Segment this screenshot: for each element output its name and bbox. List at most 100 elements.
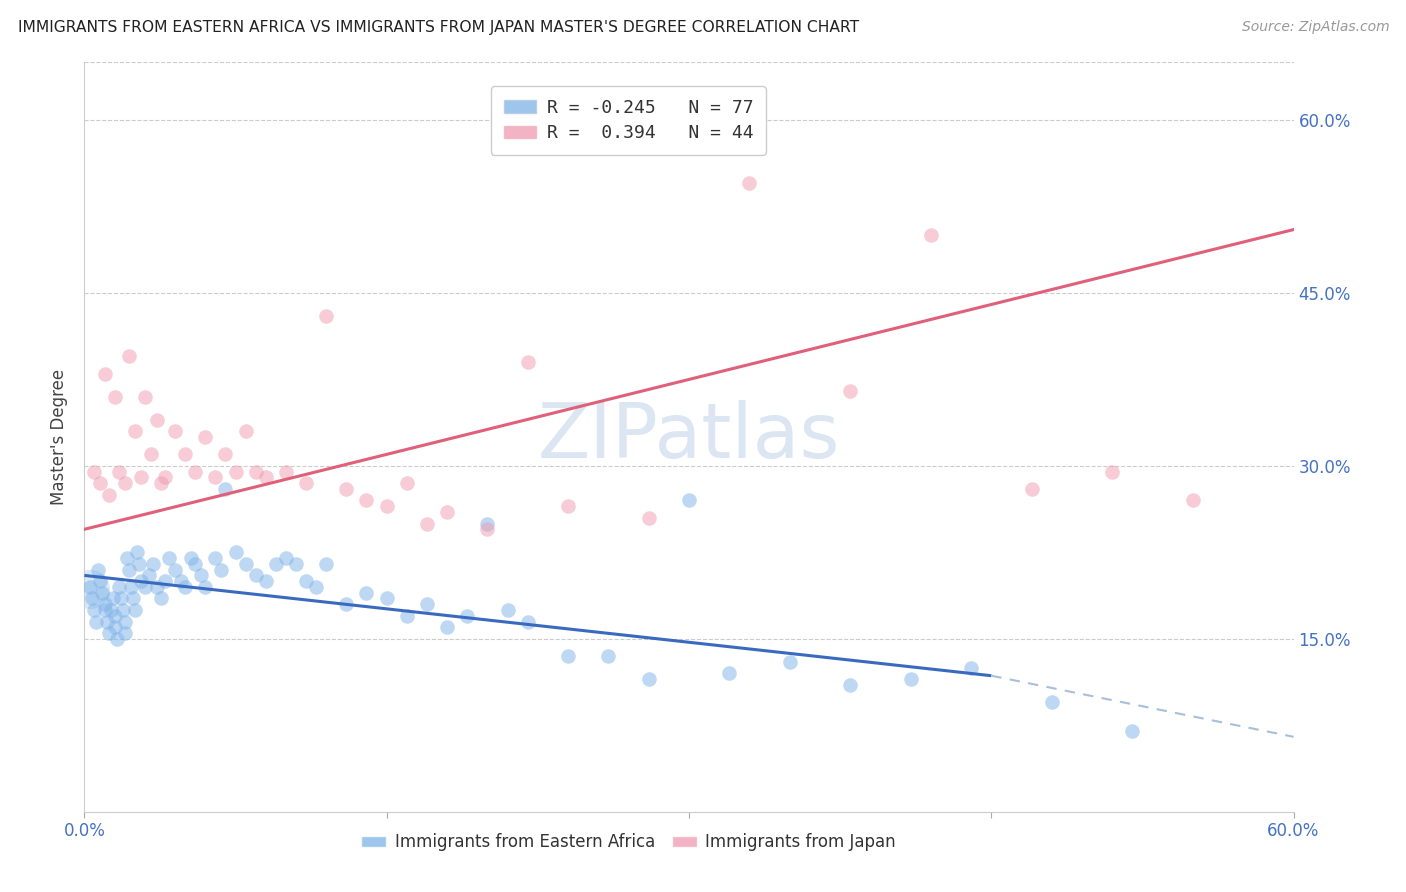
Point <box>82 591 104 606</box>
Point <box>110 591 132 606</box>
Point <box>86 615 108 629</box>
Point <box>194 580 217 594</box>
Point <box>637 672 659 686</box>
Point <box>245 568 267 582</box>
Point <box>124 603 146 617</box>
Point <box>165 425 187 439</box>
Point <box>225 465 247 479</box>
Point <box>184 557 207 571</box>
Point <box>375 591 398 606</box>
Point <box>96 615 118 629</box>
Point <box>285 557 308 571</box>
Point <box>209 563 232 577</box>
Point <box>1021 482 1043 496</box>
Point <box>395 608 418 623</box>
Point <box>118 350 141 364</box>
Point <box>214 482 236 496</box>
Point <box>395 476 418 491</box>
Point <box>100 603 122 617</box>
Point <box>295 574 318 589</box>
Point <box>114 476 136 491</box>
Point <box>335 482 357 496</box>
Point <box>456 608 478 623</box>
Point <box>111 603 134 617</box>
Point <box>496 603 519 617</box>
Point <box>93 367 115 381</box>
Point <box>124 425 146 439</box>
Point <box>779 655 801 669</box>
Point <box>920 228 942 243</box>
Point <box>738 177 761 191</box>
Point <box>254 470 277 484</box>
Point <box>225 545 247 559</box>
Point <box>104 390 127 404</box>
Point <box>153 574 176 589</box>
Point <box>295 476 318 491</box>
Point <box>93 597 115 611</box>
Point <box>204 551 226 566</box>
Point <box>557 649 579 664</box>
Point <box>1121 724 1143 739</box>
Point <box>165 563 187 577</box>
Point <box>1101 465 1123 479</box>
Point <box>146 413 169 427</box>
Point <box>315 309 337 323</box>
Point <box>900 672 922 686</box>
Point <box>315 557 337 571</box>
Point <box>120 580 142 594</box>
Point <box>107 580 129 594</box>
Point <box>335 597 357 611</box>
Point <box>305 580 328 594</box>
Point <box>184 465 207 479</box>
Point <box>356 493 378 508</box>
Point <box>101 591 124 606</box>
Point <box>436 505 458 519</box>
Point <box>79 582 101 597</box>
Point <box>142 557 165 571</box>
Point <box>204 470 226 484</box>
Point <box>274 465 297 479</box>
Point <box>128 557 150 571</box>
Point <box>93 603 115 617</box>
Point <box>180 551 202 566</box>
Text: ZIPatlas: ZIPatlas <box>537 401 841 474</box>
Point <box>83 465 105 479</box>
Point <box>118 563 141 577</box>
Point <box>678 493 700 508</box>
Text: Source: ZipAtlas.com: Source: ZipAtlas.com <box>1241 20 1389 34</box>
Point <box>83 603 105 617</box>
Point <box>104 608 127 623</box>
Point <box>274 551 297 566</box>
Point <box>134 580 156 594</box>
Point <box>1040 695 1063 709</box>
Point <box>146 580 169 594</box>
Point <box>477 516 499 531</box>
Point <box>105 632 128 646</box>
Point <box>174 580 197 594</box>
Point <box>114 626 136 640</box>
Point <box>516 615 538 629</box>
Point <box>254 574 277 589</box>
Point <box>104 620 127 634</box>
Point <box>416 597 439 611</box>
Point <box>134 390 156 404</box>
Point <box>598 649 620 664</box>
Point <box>149 476 172 491</box>
Point <box>107 465 129 479</box>
Y-axis label: Master's Degree: Master's Degree <box>51 369 69 505</box>
Point <box>149 591 172 606</box>
Point <box>718 666 741 681</box>
Point <box>356 585 378 599</box>
Point <box>121 591 143 606</box>
Point <box>79 580 101 594</box>
Point <box>1181 493 1204 508</box>
Point <box>129 470 152 484</box>
Point <box>477 522 499 536</box>
Point <box>87 563 110 577</box>
Text: IMMIGRANTS FROM EASTERN AFRICA VS IMMIGRANTS FROM JAPAN MASTER'S DEGREE CORRELAT: IMMIGRANTS FROM EASTERN AFRICA VS IMMIGR… <box>18 20 859 35</box>
Point <box>97 488 120 502</box>
Point <box>637 510 659 524</box>
Point <box>516 355 538 369</box>
Point <box>91 585 114 599</box>
Point <box>264 557 287 571</box>
